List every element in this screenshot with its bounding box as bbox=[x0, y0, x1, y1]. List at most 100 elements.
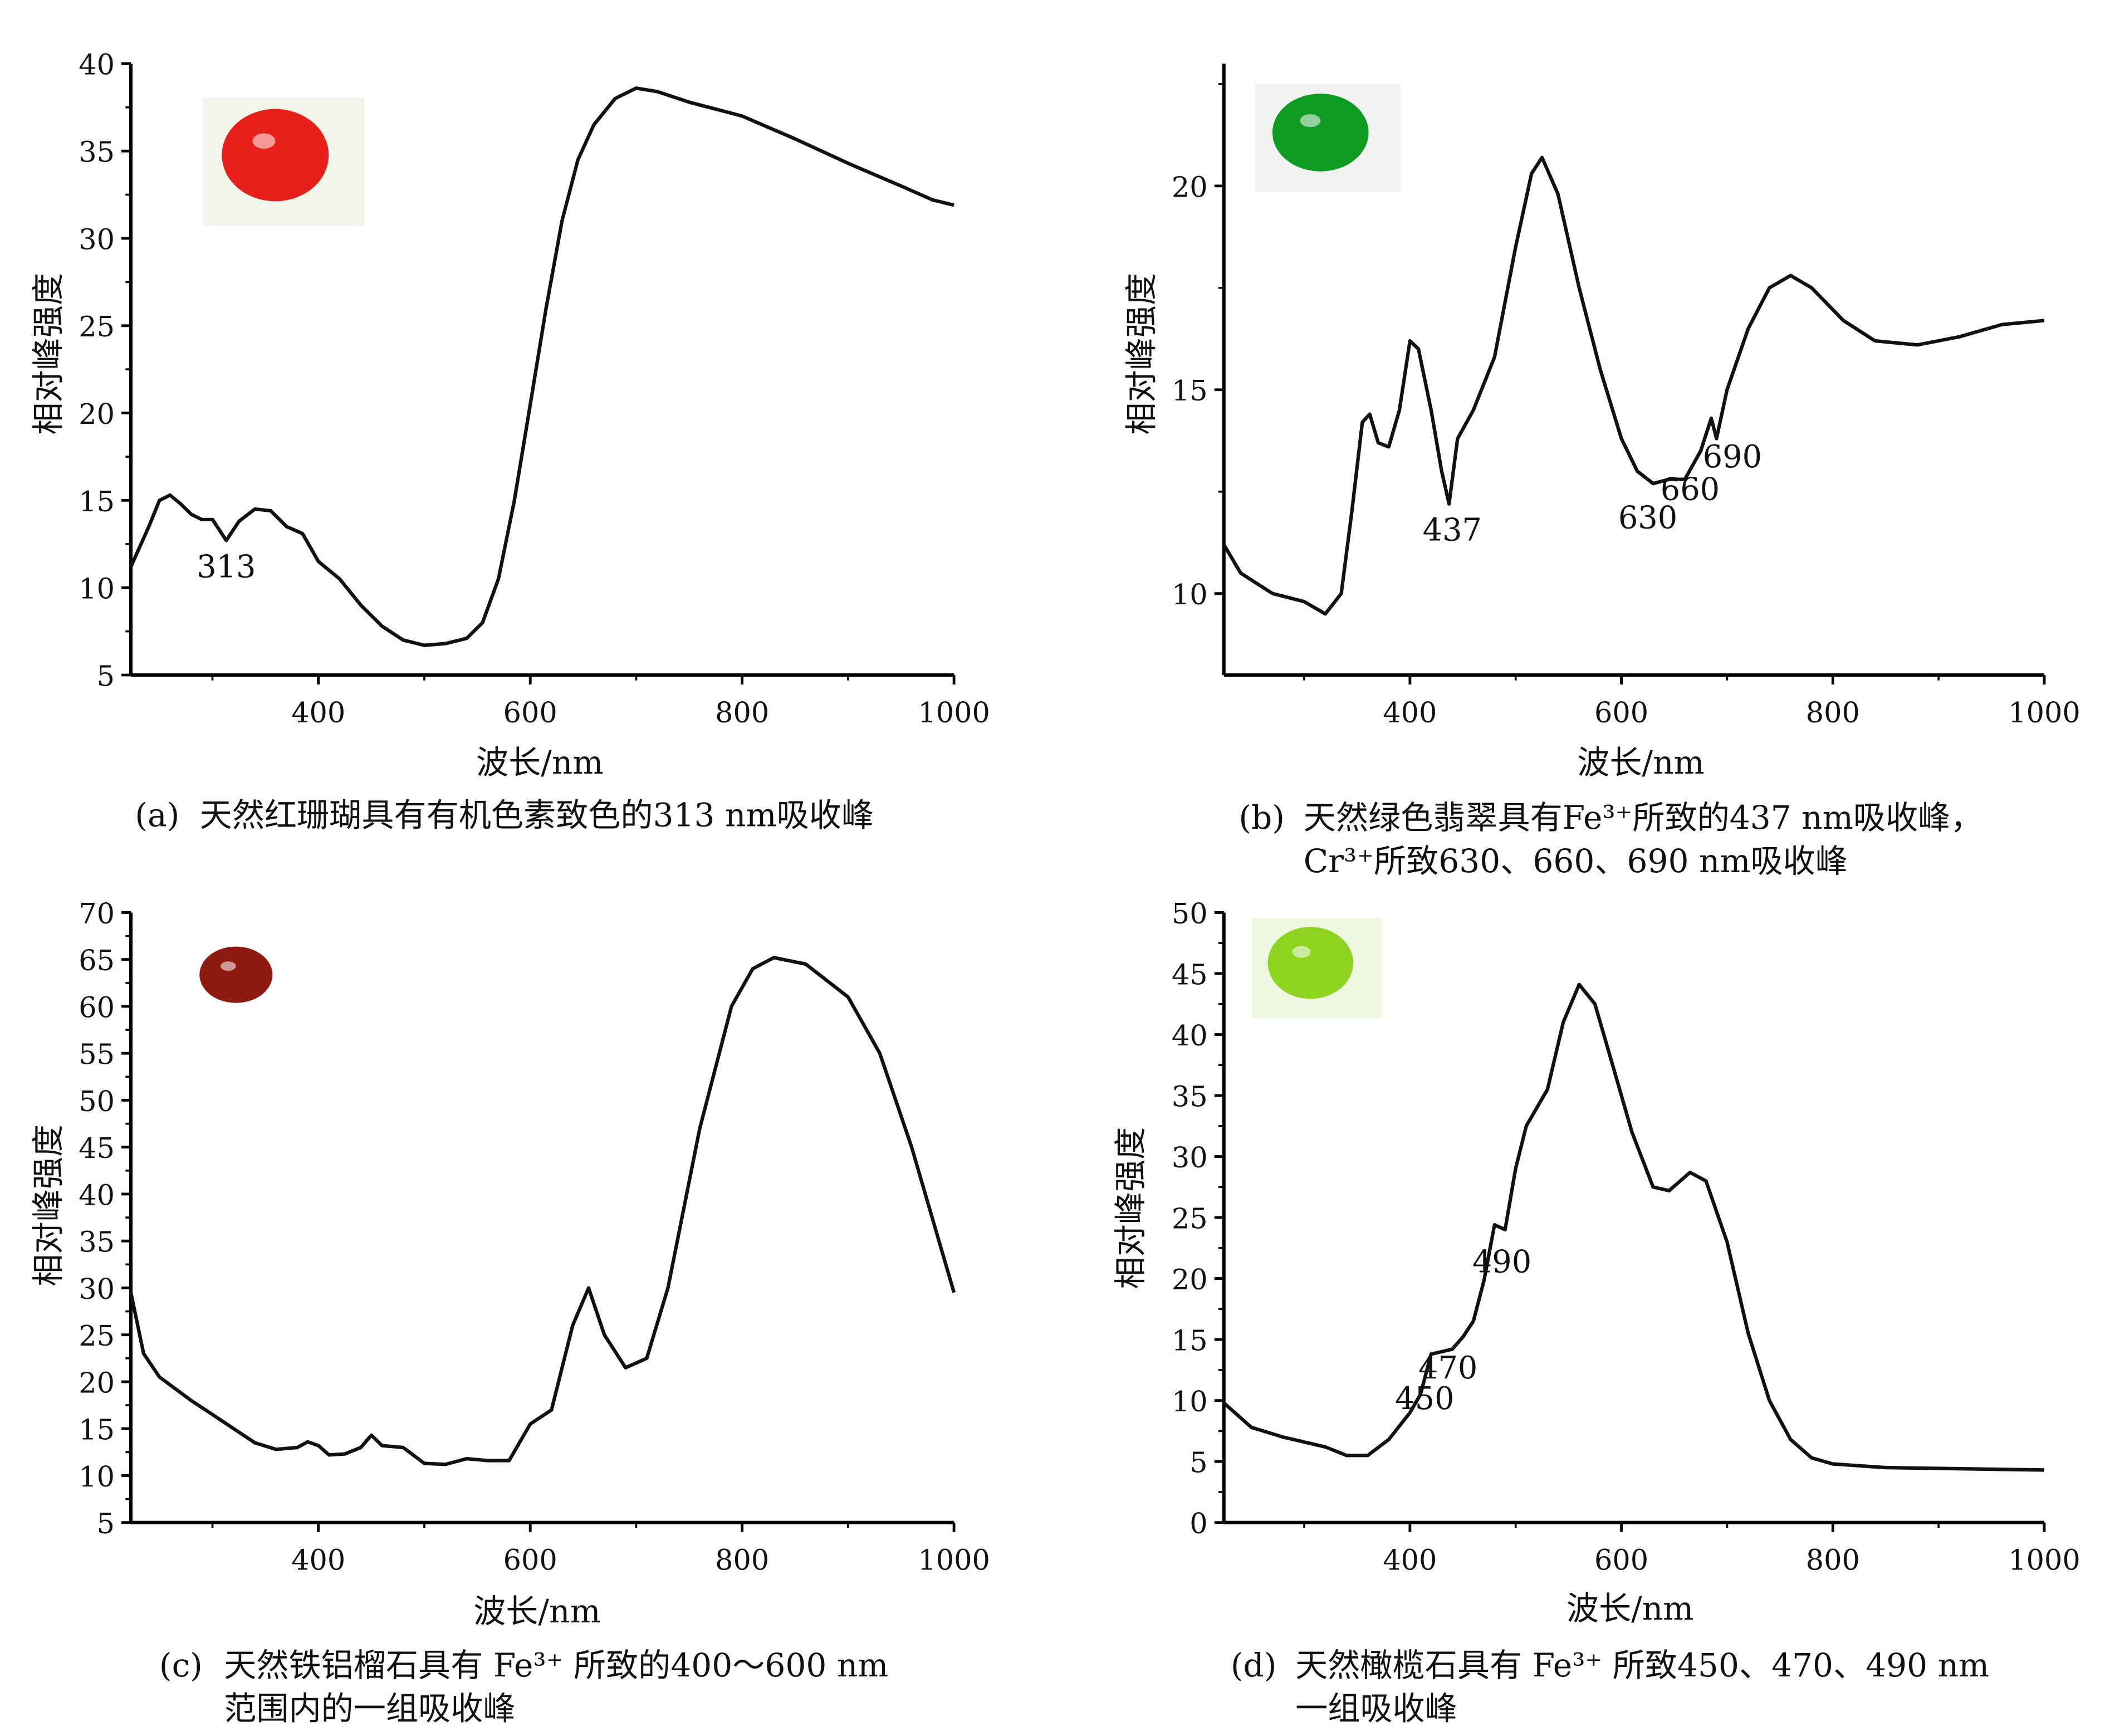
gem-photo-a bbox=[202, 97, 365, 226]
y-tick-label: 70 bbox=[79, 897, 115, 930]
x-tick-label: 400 bbox=[291, 1544, 345, 1577]
y-tick-label: 55 bbox=[79, 1038, 115, 1071]
gem-highlight bbox=[220, 961, 236, 971]
x-tick-label: 800 bbox=[1806, 696, 1860, 729]
y-tick-label: 30 bbox=[79, 223, 115, 256]
gem-photo-d bbox=[1252, 918, 1382, 1018]
x-tick-label: 400 bbox=[291, 696, 345, 729]
x-tick-label: 1000 bbox=[918, 696, 990, 729]
x-tick-label: 600 bbox=[1594, 696, 1648, 729]
y-tick-label: 50 bbox=[79, 1085, 115, 1118]
gem-shape bbox=[222, 109, 329, 202]
y-tick-label: 10 bbox=[79, 573, 115, 605]
x-axis-label: 波长/nm bbox=[1577, 744, 1704, 781]
y-tick-label: 50 bbox=[1172, 897, 1208, 930]
peak-annotation: 313 bbox=[197, 549, 256, 585]
peak-annotation: 437 bbox=[1423, 512, 1482, 549]
caption-label: (a) bbox=[135, 796, 179, 834]
y-tick-label: 25 bbox=[79, 1319, 115, 1352]
x-tick-label: 400 bbox=[1383, 696, 1437, 729]
x-tick-label: 1000 bbox=[2008, 696, 2080, 729]
x-tick-label: 800 bbox=[715, 1544, 769, 1577]
x-axis-label: 波长/nm bbox=[476, 744, 603, 781]
spectrum-line-c bbox=[129, 956, 956, 1466]
y-tick-label: 35 bbox=[1172, 1080, 1208, 1113]
y-tick-label: 60 bbox=[79, 991, 115, 1024]
y-tick-label: 35 bbox=[79, 1226, 115, 1259]
caption-label: (b) bbox=[1238, 799, 1285, 837]
gem-shape bbox=[199, 946, 273, 1003]
peak-annotation: 690 bbox=[1703, 439, 1762, 475]
y-tick-label: 20 bbox=[79, 1366, 115, 1399]
y-tick-label: 45 bbox=[1172, 958, 1208, 991]
x-tick-label: 800 bbox=[715, 696, 769, 729]
y-tick-label: 15 bbox=[79, 1414, 115, 1446]
caption-text: Cr³⁺所致630、660、690 nm吸收峰 bbox=[1304, 842, 1848, 880]
peak-annotation: 630 bbox=[1618, 500, 1677, 536]
y-tick-label: 10 bbox=[1172, 578, 1208, 611]
caption-text: 天然红珊瑚具有有机色素致色的313 nm吸收峰 bbox=[200, 796, 874, 834]
caption-text: 一组吸收峰 bbox=[1295, 1689, 1457, 1727]
gem-photo-c bbox=[186, 939, 297, 1018]
gem-shape bbox=[1267, 927, 1354, 999]
x-tick-label: 600 bbox=[503, 1544, 557, 1577]
y-tick-label: 15 bbox=[1172, 374, 1208, 407]
x-tick-label: 800 bbox=[1806, 1544, 1860, 1577]
y-tick-label: 25 bbox=[79, 310, 115, 343]
x-tick-label: 1000 bbox=[2008, 1544, 2080, 1577]
y-tick-label: 10 bbox=[79, 1460, 115, 1493]
y-tick-label: 45 bbox=[79, 1132, 115, 1165]
y-tick-label: 15 bbox=[79, 485, 115, 518]
y-tick-label: 40 bbox=[79, 48, 115, 81]
gem-highlight bbox=[1300, 114, 1321, 128]
y-tick-label: 5 bbox=[1189, 1446, 1207, 1479]
caption-text: 天然绿色翡翠具有Fe³⁺所致的437 nm吸收峰， bbox=[1304, 799, 1983, 837]
y-tick-label: 20 bbox=[79, 398, 115, 431]
x-axis-label: 波长/nm bbox=[473, 1592, 600, 1630]
y-tick-label: 65 bbox=[79, 944, 115, 977]
chart-panel-a: 5 10 15 20 25 30 35 40 400 600 800 1000 波长/nm 相对峰强度 31… bbox=[30, 48, 990, 834]
x-tick-label: 600 bbox=[1594, 1544, 1648, 1577]
y-tick-label: 30 bbox=[79, 1273, 115, 1305]
caption-text: 范围内的一组吸收峰 bbox=[224, 1689, 515, 1727]
y-tick-label: 35 bbox=[79, 136, 115, 169]
peak-annotation: 450 bbox=[1395, 1381, 1454, 1417]
y-tick-label: 5 bbox=[97, 659, 115, 692]
spectrum-line-a bbox=[129, 86, 954, 647]
gem-shape bbox=[1272, 94, 1369, 172]
gem-photo-b bbox=[1255, 84, 1401, 192]
y-tick-label: 25 bbox=[1172, 1202, 1208, 1235]
caption-text: 天然橄榄石具有 Fe³⁺ 所致450、470、490 nm bbox=[1295, 1646, 1989, 1684]
y-tick-label: 40 bbox=[79, 1178, 115, 1211]
chart-panel-c: 5 10 15 20 25 30 35 40 45 50 55 60 65 70 400 600 800 1000… bbox=[30, 897, 990, 1728]
x-axis-label: 波长/nm bbox=[1566, 1590, 1693, 1627]
chart-panel-d: 0 5 10 15 20 25 30 35 40 45 50 400 600 800 1000 波长/nm 相对… bbox=[1112, 897, 2080, 1728]
caption-label: (d) bbox=[1231, 1646, 1277, 1684]
y-tick-label: 20 bbox=[1172, 1263, 1208, 1296]
x-tick-label: 1000 bbox=[918, 1544, 990, 1577]
peak-annotation: 470 bbox=[1418, 1350, 1477, 1386]
spectrum-line-b bbox=[1222, 155, 2045, 616]
y-tick-label: 10 bbox=[1172, 1385, 1208, 1418]
caption-text: 天然铁铝榴石具有 Fe³⁺ 所致的400～600 nm bbox=[224, 1646, 888, 1684]
y-tick-label: 15 bbox=[1172, 1324, 1208, 1357]
y-tick-label: 30 bbox=[1172, 1141, 1208, 1174]
gem-highlight bbox=[1292, 946, 1311, 958]
y-axis-label: 相对峰强度 bbox=[30, 1124, 67, 1287]
y-axis-label: 相对峰强度 bbox=[30, 273, 67, 435]
peak-annotation: 660 bbox=[1661, 471, 1720, 507]
y-tick-label: 0 bbox=[1189, 1507, 1207, 1540]
y-tick-label: 20 bbox=[1172, 170, 1208, 203]
x-tick-label: 600 bbox=[503, 696, 557, 729]
peak-annotation: 490 bbox=[1472, 1244, 1531, 1280]
gem-highlight bbox=[252, 133, 276, 149]
x-tick-label: 400 bbox=[1383, 1544, 1437, 1577]
y-axis-label: 相对峰强度 bbox=[1122, 273, 1160, 435]
y-tick-label: 5 bbox=[97, 1507, 115, 1540]
caption-label: (c) bbox=[159, 1646, 203, 1684]
chart-panel-b: 10 15 20 400 600 800 1000 波长/nm 相对峰强度 437 63066069… bbox=[1122, 63, 2080, 880]
y-tick-label: 40 bbox=[1172, 1019, 1208, 1052]
y-axis-label: 相对峰强度 bbox=[1112, 1127, 1149, 1289]
